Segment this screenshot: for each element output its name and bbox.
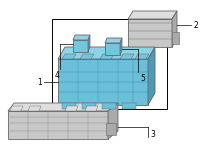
Bar (62, 103, 76, 109)
Bar (82, 103, 96, 109)
Text: 4: 4 (55, 71, 59, 80)
Polygon shape (105, 43, 120, 55)
Polygon shape (100, 54, 114, 59)
Polygon shape (128, 19, 172, 47)
Polygon shape (10, 106, 23, 111)
Polygon shape (148, 47, 155, 105)
Polygon shape (135, 54, 149, 59)
Polygon shape (28, 106, 41, 111)
Polygon shape (120, 38, 122, 55)
Polygon shape (120, 54, 134, 59)
Polygon shape (105, 38, 122, 43)
Polygon shape (73, 35, 90, 40)
Polygon shape (172, 11, 177, 47)
Polygon shape (8, 111, 108, 139)
Text: 2: 2 (193, 20, 198, 30)
Polygon shape (8, 103, 118, 111)
Polygon shape (58, 47, 155, 59)
Polygon shape (106, 123, 116, 135)
Polygon shape (85, 106, 98, 111)
Polygon shape (62, 54, 76, 59)
Text: 5: 5 (140, 74, 145, 83)
Bar (102, 103, 116, 109)
Polygon shape (73, 40, 88, 52)
Text: 1: 1 (37, 77, 42, 86)
Polygon shape (65, 106, 78, 111)
Polygon shape (108, 103, 118, 139)
Polygon shape (80, 54, 94, 59)
Text: 3: 3 (150, 130, 155, 139)
Bar (52, 19, 167, 109)
Polygon shape (88, 35, 90, 52)
Polygon shape (128, 11, 177, 19)
Bar (122, 103, 136, 109)
Polygon shape (172, 32, 179, 44)
Polygon shape (58, 59, 148, 105)
